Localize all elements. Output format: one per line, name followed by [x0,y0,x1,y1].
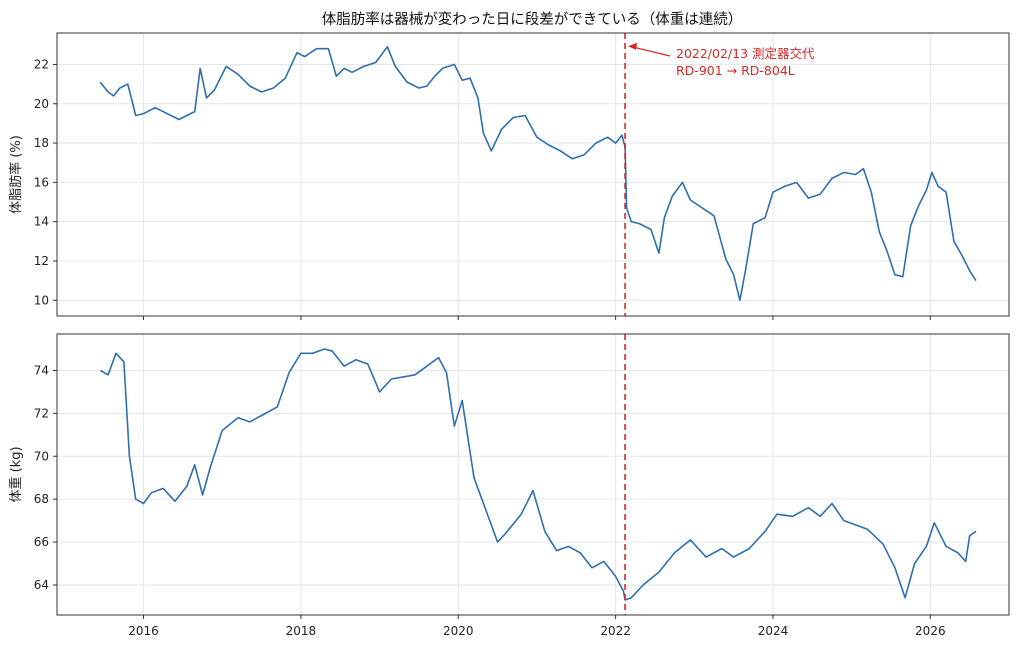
annotation: 2022/02/13 測定器交代 RD-901 → RD-804L [628,42,815,78]
y-tick-label: 74 [34,363,49,377]
grid-lines [57,33,1009,316]
series-line [99,45,977,302]
y-tick-label: 70 [34,449,49,463]
x-tick-label: 2026 [915,624,946,638]
series-body-fat [99,45,977,302]
panel-body-fat: 10 12 14 16 18 20 22 体脂肪率 (%) 2022/02/13 測定器交代… [8,32,1010,320]
series-body-weight [99,348,977,601]
y-tick-label: 14 [34,215,49,229]
y-tick-label: 16 [34,175,49,189]
x-tick-label: 2018 [286,624,317,638]
grid-lines [57,334,1009,615]
y-tick-label: 22 [34,57,49,71]
y-tick-label: 72 [34,406,49,420]
x-tick-label: 2022 [600,624,631,638]
chart-title: 体脂肪率は器械が変わった日に段差ができている（体重は連続） [322,11,743,28]
y-tick-label: 12 [34,254,49,268]
x-axis-ticks: 2016 2018 2020 2022 2024 2026 [128,624,945,638]
y-tick-label: 10 [34,293,49,307]
y-tick-label: 66 [34,535,49,549]
plot-frame [56,333,1010,616]
y-tick-label: 20 [34,97,49,111]
annotation-arrow-head [628,42,638,50]
y-axis-label: 体重 (kg) [8,446,24,502]
annotation-line-1: 2022/02/13 測定器交代 [676,46,815,61]
annotation-arrow [632,46,671,57]
annotation-line-2: RD-901 → RD-804L [676,63,795,78]
y-tick-label: 68 [34,492,49,506]
x-tick-label: 2016 [128,624,159,638]
plot-frame [56,32,1010,317]
y-tick-label: 64 [34,578,49,592]
axis-ticks: 64 66 68 70 72 74 [34,363,931,619]
y-axis-label: 体脂肪率 (%) [8,135,24,214]
series-line [99,348,977,601]
panel-body-weight: 64 66 68 70 72 74 体重 (kg) 2016 2018 2020 2022 202… [8,333,1010,638]
axis-ticks: 10 12 14 16 18 20 22 [34,57,931,320]
y-tick-label: 18 [34,136,49,150]
x-tick-label: 2020 [443,624,474,638]
x-tick-label: 2024 [758,624,789,638]
